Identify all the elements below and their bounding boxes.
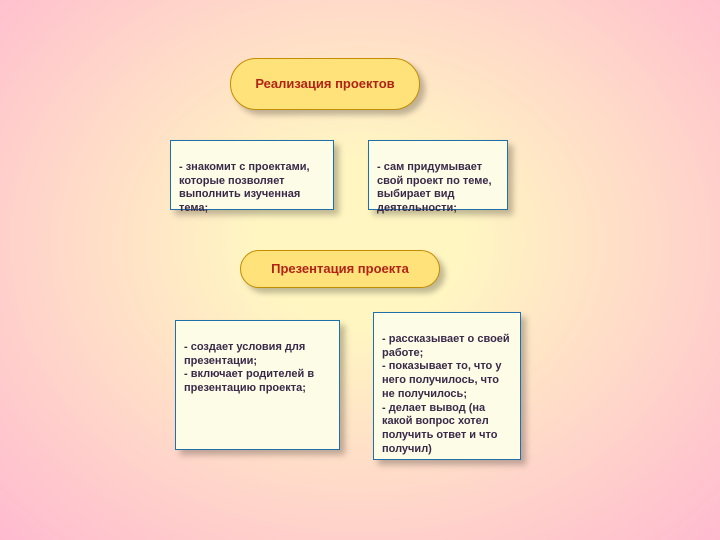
pill-realization-text: Реализация проектов (255, 76, 394, 93)
box-realization-right-text: - сам придумывает свой проект по теме, в… (377, 161, 492, 214)
pill-presentation: Презентация проекта (240, 250, 440, 288)
box-realization-left-text: - знакомит с проектами, которые позволяе… (179, 161, 310, 214)
box-realization-right: - сам придумывает свой проект по теме, в… (368, 140, 508, 210)
box-presentation-left-text: - создает условия для презентации; - вкл… (184, 341, 314, 394)
pill-presentation-text: Презентация проекта (271, 261, 409, 278)
box-presentation-left: - создает условия для презентации; - вкл… (175, 320, 340, 450)
pill-realization: Реализация проектов (230, 58, 420, 110)
box-presentation-right-text: - рассказывает о своей работе; - показыв… (382, 333, 510, 455)
box-presentation-right: - рассказывает о своей работе; - показыв… (373, 312, 521, 460)
diagram-canvas: Реализация проектов - знакомит с проекта… (0, 0, 720, 540)
box-realization-left: - знакомит с проектами, которые позволяе… (170, 140, 334, 210)
